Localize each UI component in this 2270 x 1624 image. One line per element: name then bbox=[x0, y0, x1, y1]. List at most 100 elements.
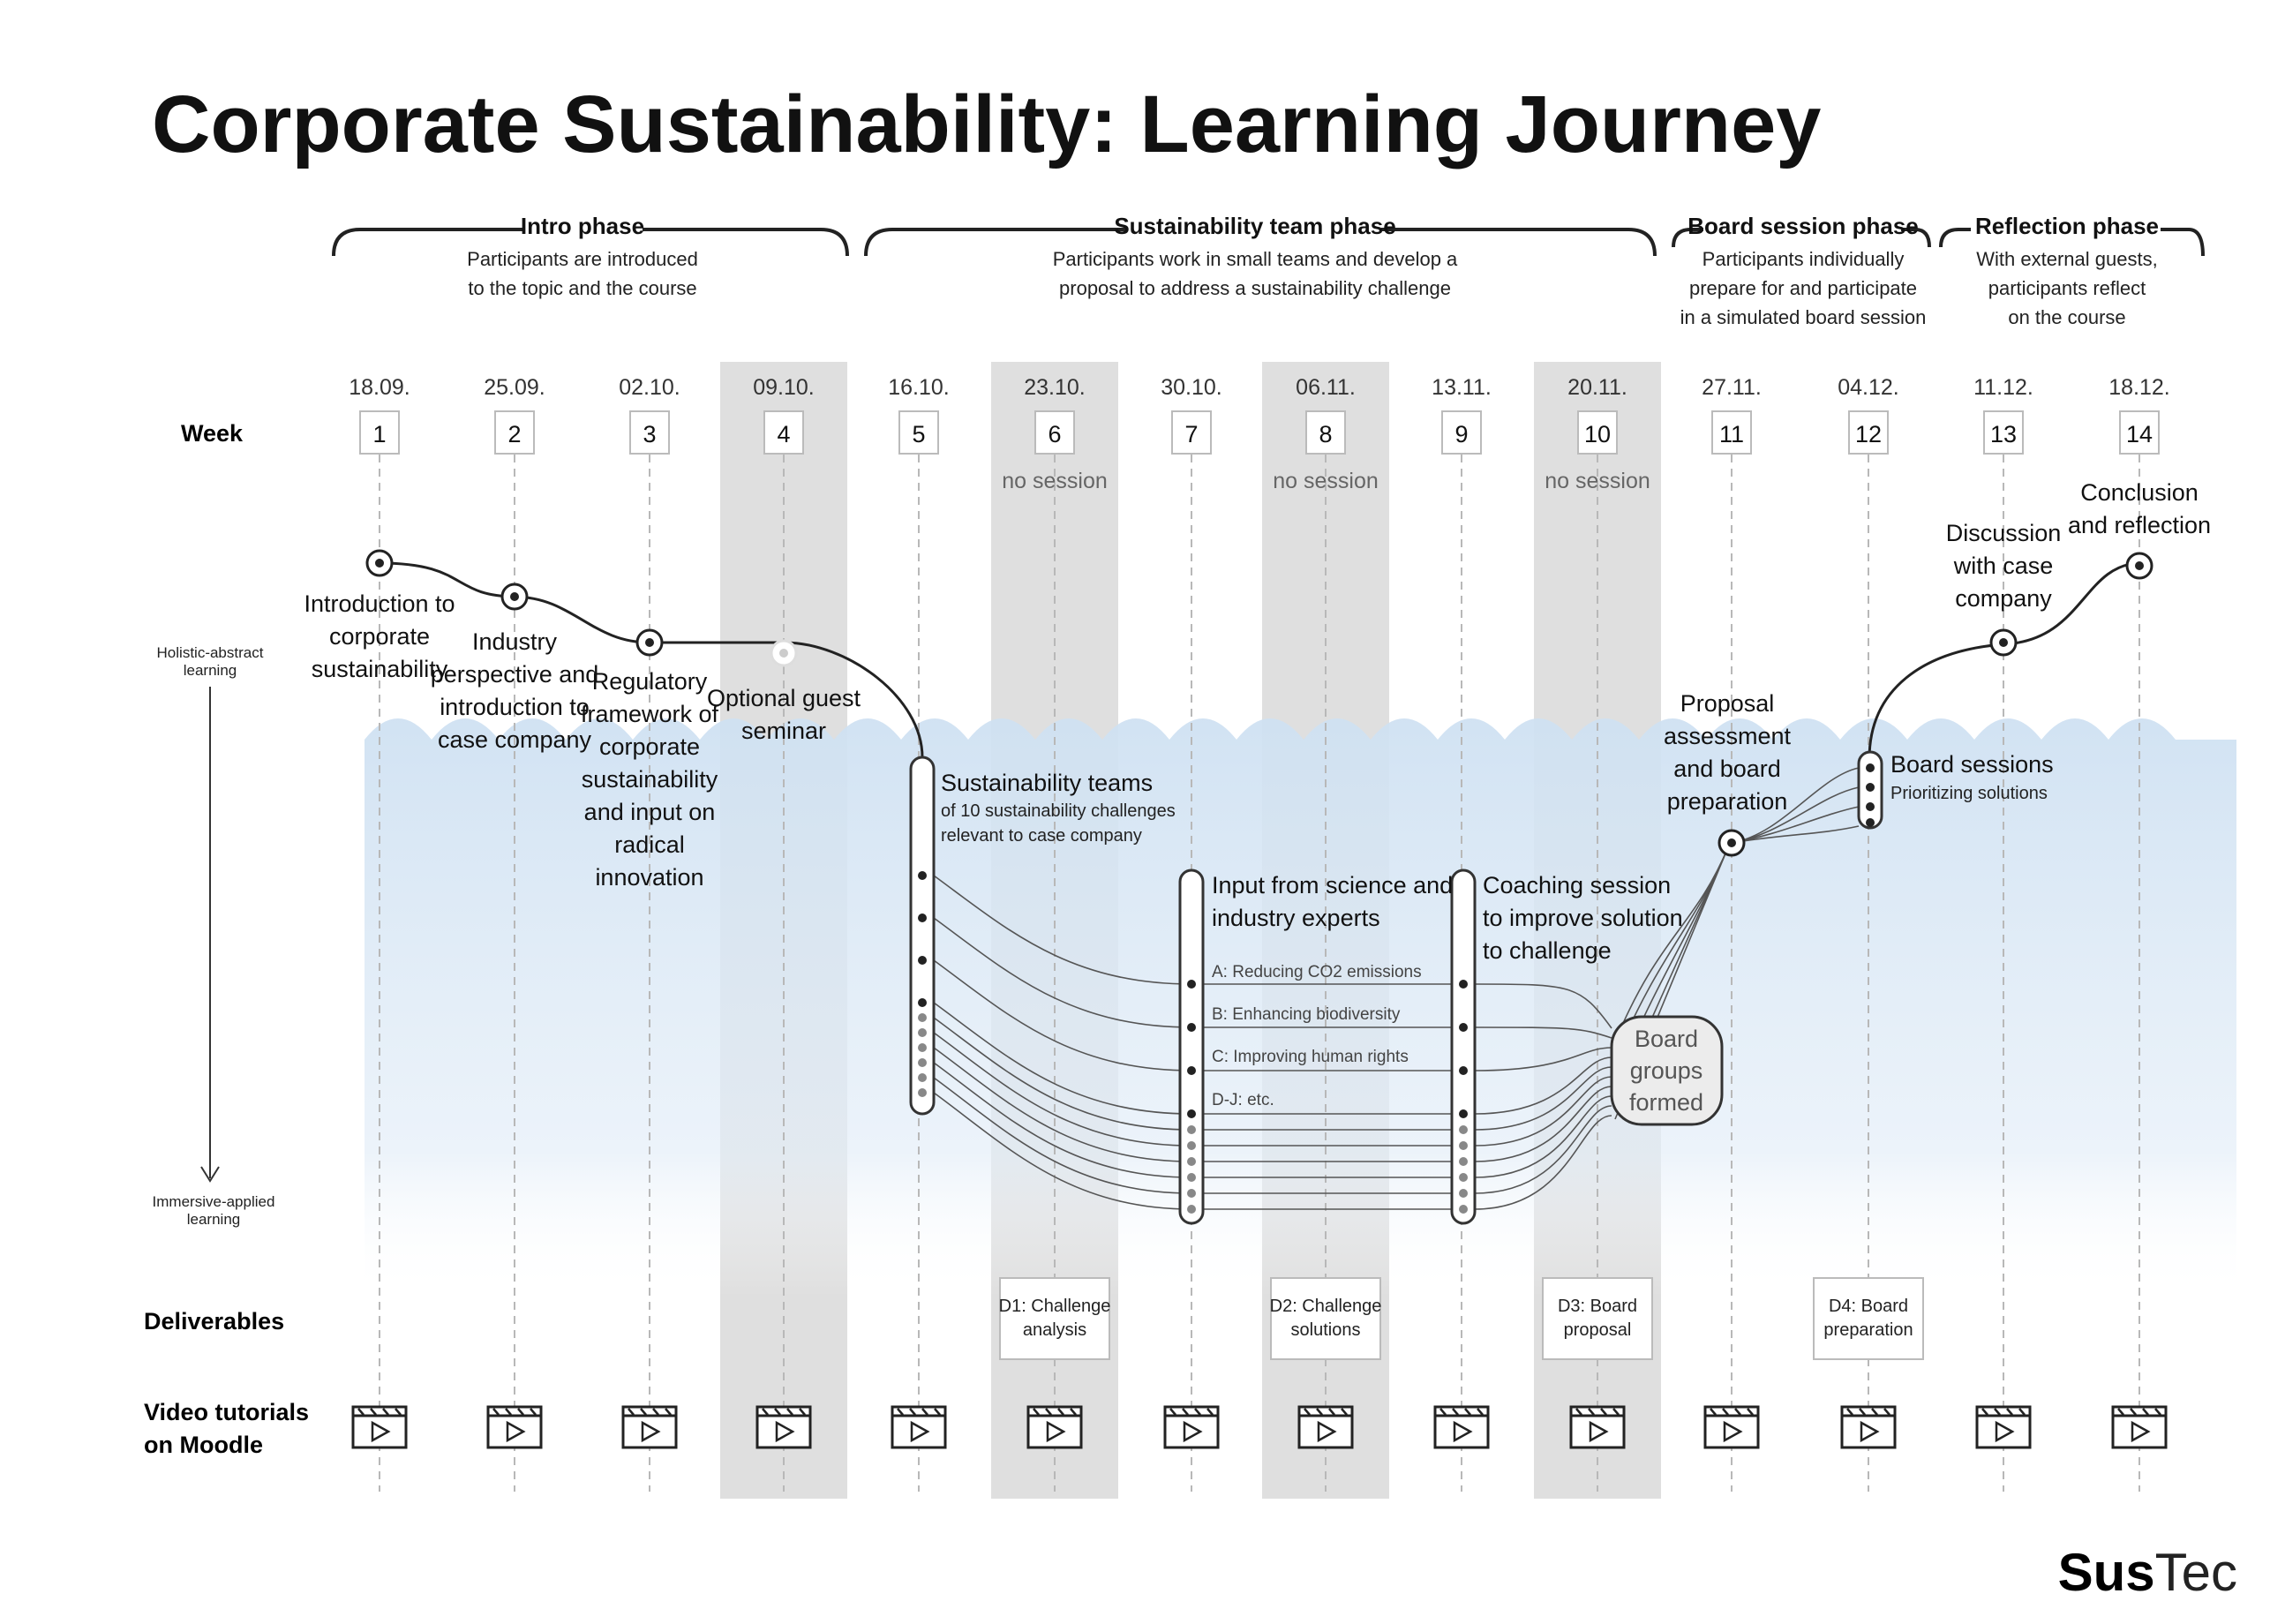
lane-dots bbox=[918, 763, 1875, 1214]
s11-line-2: assessment bbox=[1664, 723, 1792, 749]
expert-dot-4 bbox=[1187, 1109, 1196, 1118]
video-clapper-stripe bbox=[1070, 1408, 1077, 1416]
week-number-5: 5 bbox=[912, 421, 925, 447]
video-icon-week-3 bbox=[621, 1405, 678, 1449]
no-session-week-6: no session bbox=[1002, 469, 1108, 493]
week-number-2: 2 bbox=[507, 421, 521, 447]
team-dot-3 bbox=[918, 956, 927, 965]
board_groups-line-1: Board bbox=[1635, 1026, 1698, 1052]
immersive-label-line2: learning bbox=[187, 1211, 241, 1228]
node-week1-center bbox=[375, 559, 384, 568]
video-icon-week-4 bbox=[755, 1405, 812, 1449]
s2-line-4: case company bbox=[438, 726, 592, 753]
video-clapper-stripe bbox=[1452, 1408, 1459, 1416]
video-icon-week-2 bbox=[486, 1405, 543, 1449]
board-dot-2 bbox=[1866, 783, 1875, 792]
logo-light: Tec bbox=[2155, 1543, 2237, 1602]
board-groups-box bbox=[1610, 1015, 1724, 1126]
session-nodes bbox=[365, 549, 2153, 857]
team-small-dot-7 bbox=[918, 1088, 927, 1097]
video-clapper-stripe bbox=[2130, 1408, 2137, 1416]
video-icon-week-13 bbox=[1975, 1405, 2032, 1449]
video-icon-week-1 bbox=[351, 1405, 408, 1449]
holistic-axis-label: Holistic-abstract learning Immersive-app… bbox=[153, 644, 275, 1228]
board-session-thread-3 bbox=[1731, 806, 1860, 844]
node-week3-center bbox=[645, 638, 654, 647]
team-small-dot-3 bbox=[918, 1028, 927, 1037]
s5-sub-2: relevant to case company bbox=[941, 826, 1142, 846]
board_groups-line-2: groups bbox=[1630, 1057, 1703, 1084]
s9-line-1: Coaching session bbox=[1483, 872, 1671, 898]
thread-a-8 bbox=[933, 1062, 1192, 1178]
phase-title-3: Board session phase bbox=[1687, 213, 1919, 239]
week-date-6: 23.10. bbox=[1024, 375, 1086, 400]
week-date-13: 11.12. bbox=[1973, 375, 2033, 400]
video-icon-week-8 bbox=[1297, 1405, 1354, 1449]
challenge-3: C: Improving human rights bbox=[1212, 1048, 1409, 1066]
video-clapper-stripe bbox=[640, 1408, 647, 1416]
video-clapper-stripe bbox=[530, 1408, 537, 1416]
week-number-1: 1 bbox=[372, 421, 386, 447]
video-clapper-stripe bbox=[395, 1408, 402, 1416]
expert-dot-9 bbox=[1187, 1189, 1196, 1198]
s9-line-2: to improve solution bbox=[1483, 905, 1683, 931]
play-icon bbox=[1860, 1420, 1880, 1443]
s7-line-1: Input from science and bbox=[1212, 872, 1453, 898]
thread-c-10 bbox=[1474, 1115, 1612, 1210]
thread-a-3 bbox=[933, 959, 1192, 1071]
deliverable-box-1 bbox=[999, 1277, 1110, 1360]
coaching-dot-1 bbox=[1459, 980, 1468, 989]
expert-dot-5 bbox=[1187, 1125, 1196, 1134]
s14-line-1: Conclusion bbox=[2080, 479, 2199, 506]
week-number-box-11 bbox=[1711, 410, 1752, 455]
s11-line-3: and board bbox=[1673, 756, 1781, 782]
week-date-8: 06.11. bbox=[1296, 375, 1356, 400]
video-clapper-stripe bbox=[1206, 1408, 1214, 1416]
phase-desc-1-2: to the topic and the course bbox=[468, 277, 696, 299]
video-row-label-line2: on Moodle bbox=[144, 1432, 263, 1458]
board-dot-4 bbox=[1866, 818, 1875, 827]
video-clapper-stripe bbox=[1588, 1408, 1595, 1416]
week-number-box-10 bbox=[1577, 410, 1618, 455]
s12-sub: Prioritizing solutions bbox=[1890, 784, 2048, 803]
week-number-9: 9 bbox=[1454, 421, 1468, 447]
learning-axis-arrow bbox=[200, 687, 220, 1183]
video-frame bbox=[1163, 1405, 1220, 1449]
video-clapper-stripe bbox=[1981, 1408, 1988, 1416]
phase-labels: Intro phase Participants are introduced to… bbox=[467, 213, 2159, 328]
s1-line-3: sustainability bbox=[312, 656, 448, 682]
expert-dot-7 bbox=[1187, 1157, 1196, 1166]
coaching-dot-2 bbox=[1459, 1023, 1468, 1032]
s3-line-1: Regulatory bbox=[592, 668, 708, 695]
node-week2-center bbox=[510, 592, 519, 601]
video-clapper-stripe bbox=[909, 1408, 916, 1416]
video-clapper-stripe bbox=[1341, 1408, 1348, 1416]
video-icon-week-10 bbox=[1569, 1405, 1626, 1449]
week-number-box-12 bbox=[1848, 410, 1889, 455]
s7-line-2: industry experts bbox=[1212, 905, 1380, 931]
play-icon bbox=[1589, 1420, 1609, 1443]
phase-desc-3-3: in a simulated board session bbox=[1680, 306, 1927, 328]
thread-c-2 bbox=[1474, 1026, 1612, 1039]
video-icon-week-7 bbox=[1163, 1405, 1220, 1449]
video-clapper-stripe bbox=[1871, 1408, 1878, 1416]
video-clapper-stripe bbox=[382, 1408, 389, 1416]
immersive-label-line1: Immersive-applied bbox=[153, 1193, 275, 1210]
phase-desc-4-3: on the course bbox=[2008, 306, 2125, 328]
coaching-dot-10 bbox=[1459, 1205, 1468, 1214]
team-lane-week5 bbox=[909, 756, 936, 1116]
play-icon bbox=[1723, 1420, 1743, 1443]
week-number-box-1 bbox=[359, 410, 400, 455]
week-number-10: 10 bbox=[1584, 421, 1611, 447]
phase-desc-2-1: Participants work in small teams and dev… bbox=[1053, 248, 1458, 270]
video-clapper-stripe bbox=[1612, 1408, 1620, 1416]
video-clapper-stripe bbox=[1169, 1408, 1176, 1416]
thread-a-5 bbox=[933, 1017, 1192, 1131]
video-clapper-stripe bbox=[2154, 1408, 2161, 1416]
week-number-6: 6 bbox=[1048, 421, 1061, 447]
s1-line-1: Introduction to bbox=[304, 590, 455, 617]
week-number-box-13 bbox=[1983, 410, 2024, 455]
video-row-label-line1: Video tutorials bbox=[144, 1399, 309, 1425]
holistic-label-line1: Holistic-abstract bbox=[157, 644, 264, 661]
week-number-box-14 bbox=[2119, 410, 2160, 455]
